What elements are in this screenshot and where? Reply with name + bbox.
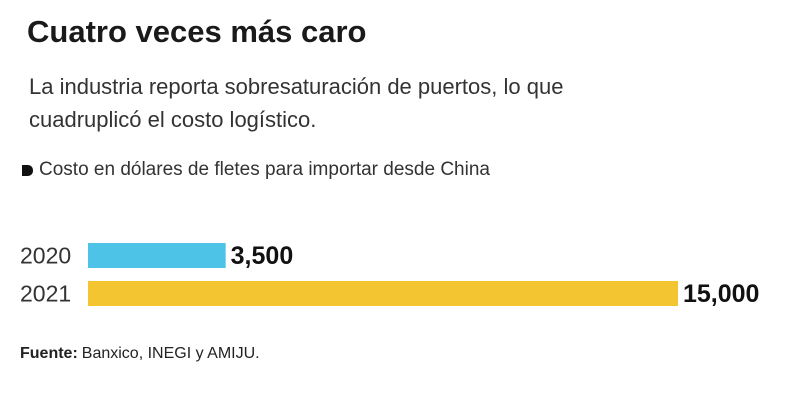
category-label: 2020 [20,243,71,269]
note-text: Costo en dólares de fletes para importar… [39,159,490,180]
chart-title: Cuatro veces más caro [27,14,367,49]
source-label: Fuente: [20,345,78,362]
source-text: Banxico, INEGI y AMIJU. [81,345,260,362]
source: Fuente: Banxico, INEGI y AMIJU. [20,345,260,363]
value-label: 3,500 [231,242,294,270]
chart-subtitle: La industria reporta sobresaturación de … [29,74,564,132]
note-marker [22,164,33,176]
bar [88,281,678,306]
value-label: 15,000 [683,280,759,308]
note: Costo en dólares de fletes para importar… [22,159,490,181]
bar [88,243,226,268]
category-label: 2021 [20,281,71,307]
